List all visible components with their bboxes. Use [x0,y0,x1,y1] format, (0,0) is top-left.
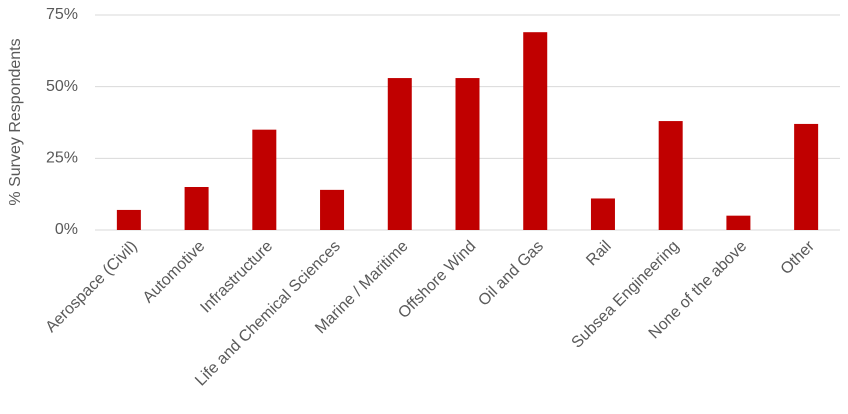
bar [590,198,615,230]
bar [794,123,819,230]
y-tick-label: 25% [46,150,78,167]
x-tick-label: Automotive [140,238,209,307]
y-tick-label: 50% [46,78,78,95]
x-tick-label: Life and Chemical Sciences [192,238,344,390]
bar [658,121,683,230]
bar [184,187,209,230]
x-tick-label: Rail [583,238,615,270]
y-axis-label: % Survey Respondents [7,38,24,205]
bar [726,215,751,230]
bar [455,78,480,230]
bar [252,129,277,230]
bar [387,78,412,230]
x-tick-label: Oil and Gas [475,238,547,310]
bar [116,209,141,230]
bar [523,32,548,231]
x-tick-label: Other [778,237,819,278]
bar [320,189,345,230]
y-tick-label: 75% [46,6,78,23]
y-tick-label: 0% [55,221,78,238]
x-tick-label: Aerospace (Civil) [43,238,141,336]
